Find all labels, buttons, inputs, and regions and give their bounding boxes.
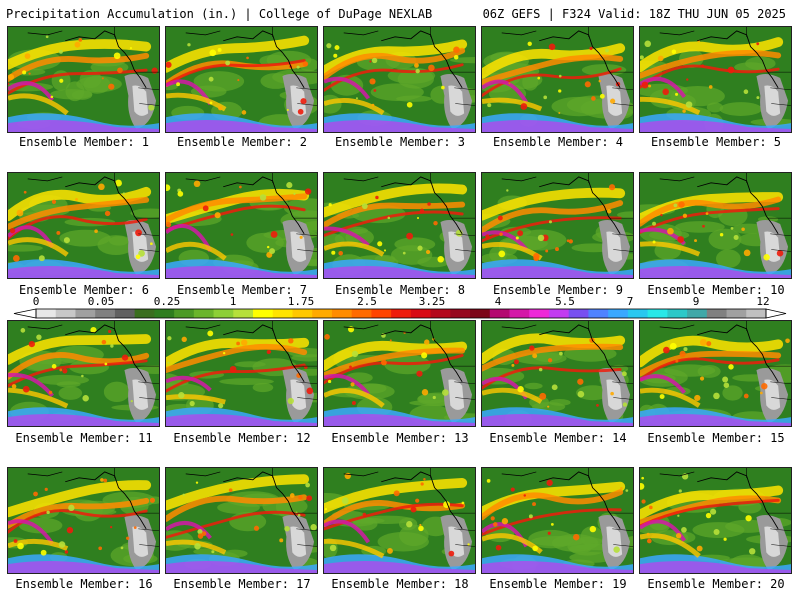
ensemble-member-map (323, 467, 476, 574)
legend-swatch (371, 309, 392, 318)
ensemble-member-label: Ensemble Member: 14 (489, 431, 627, 445)
legend-swatch (213, 309, 234, 318)
ensemble-member-label: Ensemble Member: 2 (176, 135, 308, 149)
run-valid-time: 06Z GEFS | F324 Valid: 18Z THU JUN 05 20… (482, 7, 786, 21)
ensemble-member-map (639, 467, 792, 574)
ensemble-member-label: Ensemble Member: 13 (331, 431, 469, 445)
legend-swatch (36, 309, 57, 318)
legend-swatch (114, 309, 136, 318)
ensemble-member-map (7, 467, 160, 574)
ensemble-member-label: Ensemble Member: 5 (650, 135, 782, 149)
ensemble-member-map (639, 172, 792, 279)
legend-swatch (154, 309, 175, 318)
legend-swatch (726, 309, 747, 318)
ensemble-member-map (323, 26, 476, 133)
legend-swatch (746, 309, 767, 318)
legend-swatch (647, 309, 668, 318)
ensemble-member-map (165, 320, 318, 427)
legend-swatch (489, 309, 511, 318)
ensemble-member-label: Ensemble Member: 17 (173, 577, 311, 591)
legend-swatch (470, 309, 491, 318)
ensemble-member-label: Ensemble Member: 15 (647, 431, 785, 445)
legend-tick-label: 7 (626, 295, 634, 308)
legend-left-arrow (13, 308, 37, 319)
ensemble-member-label: Ensemble Member: 10 (647, 283, 785, 297)
ensemble-member-label: Ensemble Member: 9 (492, 283, 624, 297)
ensemble-member-label: Ensemble Member: 20 (647, 577, 785, 591)
ensemble-member-map (481, 26, 634, 133)
legend-swatch (667, 309, 688, 318)
legend-color-bar (13, 308, 787, 319)
legend-swatch (233, 309, 254, 318)
legend-swatch (95, 309, 116, 318)
legend-tick-label: 4 (494, 295, 502, 308)
legend-tick-label: 1 (229, 295, 237, 308)
legend-swatch (272, 309, 293, 318)
legend-swatch (174, 309, 195, 318)
ensemble-member-map (323, 172, 476, 279)
legend-swatch (608, 309, 629, 318)
legend-swatch (430, 309, 451, 318)
ensemble-member-map (639, 26, 792, 133)
ensemble-member-map (165, 172, 318, 279)
legend-tick-label: 1.75 (287, 295, 315, 308)
ensemble-member-label: Ensemble Member: 16 (15, 577, 153, 591)
product-title: Precipitation Accumulation (in.) | Colle… (6, 7, 433, 21)
ensemble-member-label: Ensemble Member: 19 (489, 577, 627, 591)
legend-right-arrow (765, 308, 787, 319)
legend-swatch (410, 309, 432, 318)
legend-swatch (312, 309, 333, 318)
ensemble-member-map (481, 172, 634, 279)
legend-tick-label: 0.05 (87, 295, 115, 308)
precip-color-legend: 0 0.05 0.25 1 1.75 2.5 3.25 4 5.5 7 9 12 (0, 296, 800, 320)
legend-swatch (75, 309, 96, 318)
ensemble-member-map (481, 320, 634, 427)
ensemble-member-map (165, 467, 318, 574)
legend-swatch (706, 309, 728, 318)
legend-swatch (331, 309, 353, 318)
ensemble-member-label: Ensemble Member: 8 (334, 283, 466, 297)
legend-tick-label: 2.5 (357, 295, 377, 308)
ensemble-member-label: Ensemble Member: 1 (18, 135, 150, 149)
legend-swatch (627, 309, 649, 318)
ensemble-member-label: Ensemble Member: 12 (173, 431, 311, 445)
ensemble-member-map (165, 26, 318, 133)
ensemble-member-map (639, 320, 792, 427)
ensemble-member-label: Ensemble Member: 18 (331, 577, 469, 591)
legend-tick-label: 9 (692, 295, 700, 308)
legend-swatch (548, 309, 570, 318)
legend-swatch (134, 309, 155, 318)
legend-swatch (292, 309, 313, 318)
legend-tick-label: 5.5 (555, 295, 575, 308)
legend-swatch (509, 309, 530, 318)
ensemble-member-map (481, 467, 634, 574)
legend-swatch (450, 309, 471, 318)
map-header: Precipitation Accumulation (in.) | Colle… (0, 0, 800, 26)
legend-swatch (55, 309, 76, 318)
legend-swatch (391, 309, 412, 318)
legend-outline (35, 308, 767, 319)
ensemble-member-label: Ensemble Member: 7 (176, 283, 308, 297)
legend-swatch (351, 309, 372, 318)
legend-tick-label: 12 (756, 295, 770, 308)
ensemble-member-label: Ensemble Member: 11 (15, 431, 153, 445)
legend-swatch (687, 309, 708, 318)
legend-tick-label: 3.25 (418, 295, 446, 308)
legend-tick-label: 0 (32, 295, 40, 308)
ensemble-member-map (7, 26, 160, 133)
ensemble-member-map (7, 320, 160, 427)
ensemble-member-label: Ensemble Member: 4 (492, 135, 624, 149)
ensemble-member-label: Ensemble Member: 3 (334, 135, 466, 149)
legend-swatch (193, 309, 215, 318)
legend-tick-label: 0.25 (153, 295, 181, 308)
ensemble-member-label: Ensemble Member: 6 (18, 283, 150, 297)
legend-swatch (253, 309, 274, 318)
ensemble-member-map (7, 172, 160, 279)
ensemble-member-map (323, 320, 476, 427)
legend-swatch (529, 309, 550, 318)
legend-swatch (568, 309, 589, 318)
legend-swatch (588, 309, 609, 318)
